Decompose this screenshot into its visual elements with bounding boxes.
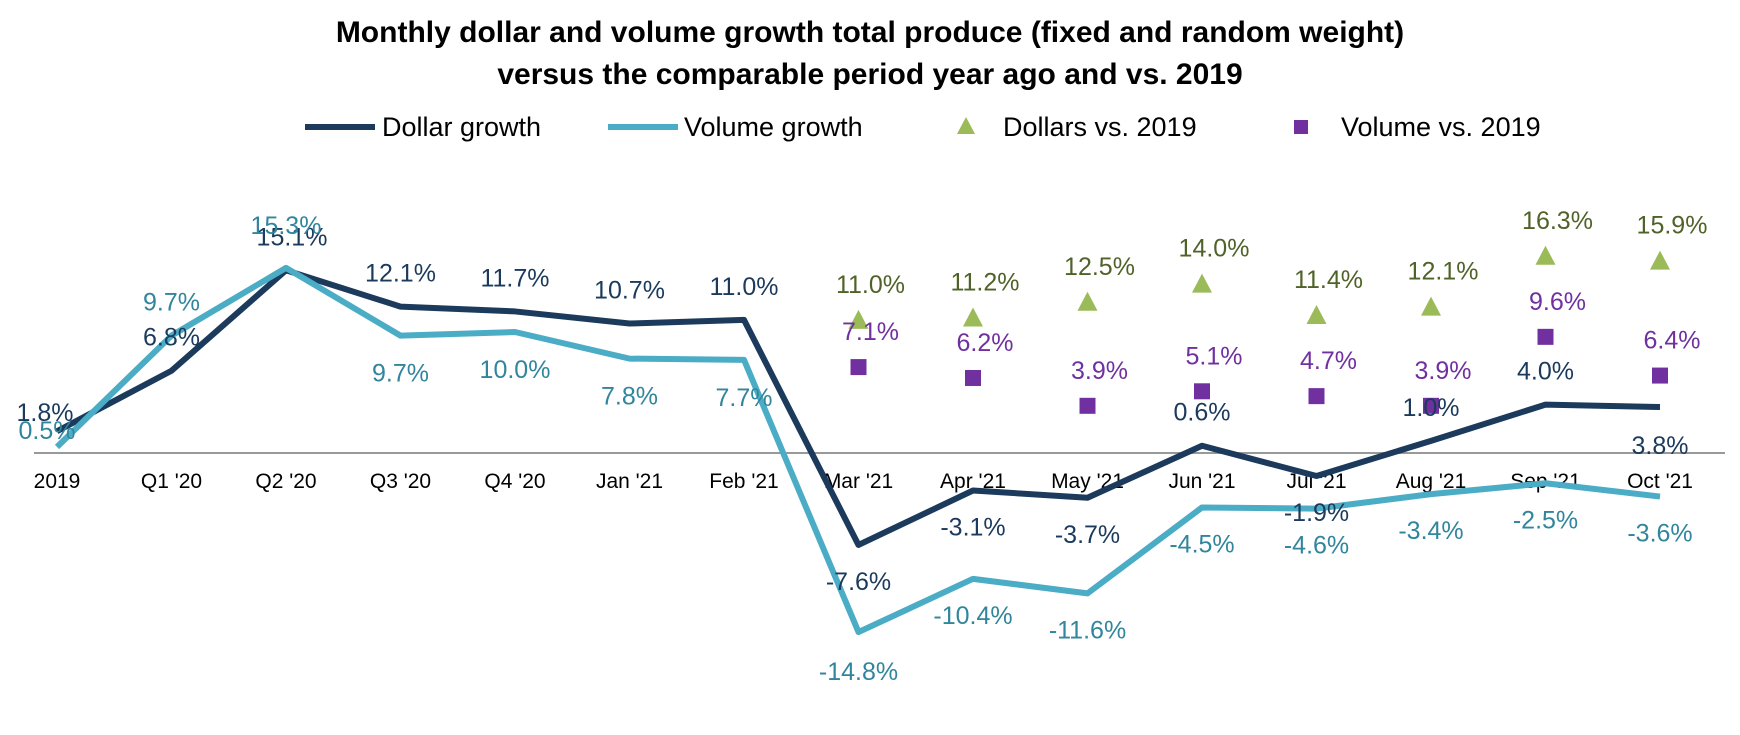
marker-dollars-vs-2019	[1077, 291, 1098, 311]
x-tick-label: Mar '21	[824, 470, 893, 493]
data-label-volume-vs-2019: 3.9%	[1415, 357, 1472, 385]
marker-dollars-vs-2019	[1650, 250, 1670, 270]
data-label-volume-vs-2019: 6.4%	[1644, 327, 1701, 355]
series-line-dollar-growth	[55, 267, 1661, 548]
x-tick-label: Q4 '20	[484, 470, 545, 493]
marker-volume-vs-2019	[1079, 397, 1096, 414]
marker-dollars-vs-2019	[1192, 273, 1212, 293]
data-label-dollars-vs-2019: 12.1%	[1408, 258, 1479, 286]
data-label-volume-vs-2019: 7.1%	[842, 318, 899, 346]
x-tick-label: Aug '21	[1396, 470, 1467, 493]
x-tick-label: May '21	[1051, 470, 1124, 493]
data-label-volume-growth: -11.6%	[1049, 616, 1126, 644]
data-labels: 1.8% 6.8% 15.1% 12.1% 11.7% 10.7% 11.0% -7.6% -3…	[17, 207, 1708, 686]
marker-volume-vs-2019	[1537, 328, 1554, 345]
x-tick-label: Q3 '20	[370, 470, 431, 493]
chart-title-line-2: versus the comparable period year ago an…	[497, 58, 1242, 91]
data-label-volume-growth: 7.8%	[601, 383, 658, 411]
x-tick-label: Jun '21	[1168, 470, 1235, 493]
marker-dollars-vs-2019	[1421, 296, 1441, 316]
chart-title-line-1: Monthly dollar and volume growth total p…	[336, 16, 1404, 49]
data-label-volume-vs-2019: 4.7%	[1300, 347, 1357, 375]
data-label-dollar-growth: 11.0%	[709, 273, 778, 301]
marker-volume-vs-2019	[1652, 367, 1668, 384]
legend-marker-dollars-vs-2019	[957, 117, 975, 134]
data-label-volume-growth: 0.5%	[19, 417, 76, 445]
x-tick-label: 2019	[34, 470, 81, 493]
data-label-dollar-growth: 10.7%	[594, 277, 665, 305]
data-label-volume-growth: 10.0%	[480, 356, 551, 384]
data-label-dollars-vs-2019: 11.2%	[950, 268, 1019, 296]
data-label-volume-growth: 9.7%	[143, 289, 200, 317]
x-axis-tick-labels: 2019 Q1 '20 Q2 '20 Q3 '20 Q4 '20 Jan '21 Feb '…	[34, 470, 1693, 493]
series-markers	[848, 245, 1670, 414]
x-tick-label: Jan '21	[596, 470, 663, 493]
data-label-dollars-vs-2019: 12.5%	[1064, 253, 1135, 281]
legend-label-dollar-growth: Dollar growth	[382, 112, 541, 142]
data-label-volume-growth: -2.5%	[1513, 506, 1578, 534]
data-label-dollars-vs-2019: 11.0%	[836, 271, 905, 299]
data-label-dollar-growth: 0.6%	[1174, 399, 1231, 427]
data-label-volume-growth: -3.6%	[1627, 520, 1692, 548]
data-label-dollar-growth: 6.8%	[143, 324, 200, 352]
data-label-volume-growth: -14.8%	[819, 658, 898, 686]
data-label-dollar-growth: -1.9%	[1284, 499, 1349, 527]
marker-volume-vs-2019	[850, 359, 867, 376]
data-label-dollars-vs-2019: 15.9%	[1637, 212, 1708, 240]
marker-dollars-vs-2019	[963, 307, 983, 327]
data-label-volume-vs-2019: 5.1%	[1186, 342, 1243, 370]
data-label-volume-growth: -4.5%	[1169, 530, 1234, 558]
legend-marker-volume-vs-2019	[1294, 120, 1308, 134]
marker-dollars-vs-2019	[1535, 245, 1556, 265]
marker-dollars-vs-2019	[848, 309, 869, 329]
data-label-dollar-growth: 3.8%	[1632, 432, 1689, 460]
data-label-dollar-growth: -7.6%	[826, 568, 891, 596]
data-label-volume-growth: -10.4%	[933, 602, 1012, 630]
data-label-dollar-growth: 11.7%	[480, 264, 549, 292]
data-label-dollar-growth: 1.8%	[17, 399, 74, 427]
data-label-dollar-growth: 4.0%	[1517, 358, 1574, 386]
data-label-volume-growth: 15.3%	[251, 212, 322, 240]
data-label-volume-growth: 9.7%	[372, 360, 429, 388]
data-label-dollar-growth: 12.1%	[365, 260, 436, 288]
data-label-dollars-vs-2019: 11.4%	[1294, 266, 1363, 294]
series-lines	[54, 264, 1661, 636]
marker-volume-vs-2019	[965, 369, 981, 386]
data-label-volume-vs-2019: 6.2%	[957, 329, 1014, 357]
x-tick-label: Q2 '20	[255, 470, 316, 493]
x-tick-label: Jul '21	[1286, 470, 1346, 493]
legend: Dollar growth Volume growth Dollars vs. …	[305, 112, 1541, 142]
data-label-volume-vs-2019: 9.6%	[1529, 288, 1586, 316]
series-line-volume-growth	[54, 264, 1661, 636]
marker-volume-vs-2019	[1423, 397, 1439, 414]
data-label-volume-vs-2019: 3.9%	[1071, 357, 1128, 385]
data-label-dollar-growth: -3.7%	[1055, 521, 1120, 549]
legend-label-volume-vs-2019: Volume vs. 2019	[1341, 112, 1541, 142]
x-tick-label: Oct '21	[1627, 470, 1693, 493]
x-tick-label: Feb '21	[709, 470, 778, 493]
data-label-dollar-growth: 1.0%	[1403, 394, 1460, 422]
x-tick-label: Apr '21	[940, 470, 1006, 493]
marker-dollars-vs-2019	[1306, 305, 1327, 325]
data-label-volume-growth: -4.6%	[1284, 532, 1349, 560]
data-label-dollar-growth: -3.1%	[940, 514, 1005, 542]
legend-label-volume-growth: Volume growth	[684, 112, 863, 142]
x-tick-label: Q1 '20	[141, 470, 202, 493]
legend-label-dollars-vs-2019: Dollars vs. 2019	[1003, 112, 1197, 142]
data-label-dollars-vs-2019: 14.0%	[1179, 235, 1250, 263]
marker-volume-vs-2019	[1308, 388, 1325, 405]
marker-volume-vs-2019	[1194, 383, 1210, 400]
data-label-dollars-vs-2019: 16.3%	[1522, 207, 1593, 235]
data-label-volume-growth: -3.4%	[1398, 517, 1463, 545]
data-label-dollar-growth: 15.1%	[257, 223, 328, 251]
data-label-volume-growth: 7.7%	[716, 384, 773, 412]
